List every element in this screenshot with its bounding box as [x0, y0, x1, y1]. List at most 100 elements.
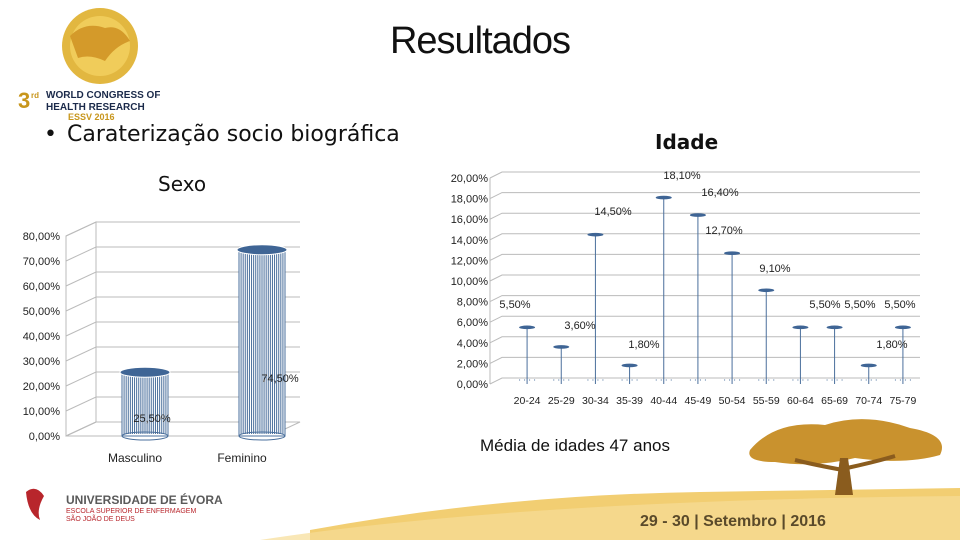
idade-bar	[519, 325, 536, 384]
sexo-gridline	[65, 421, 300, 437]
idade-gridline	[489, 295, 920, 303]
sexo-gridline	[65, 246, 300, 262]
sexo-chart: 0,00% 10,00% 20,00% 30,00% 40,00% 50,00% 60,00…	[23, 221, 301, 465]
idade-bar	[826, 325, 843, 384]
idade-bar	[724, 251, 741, 384]
sexo-data-label: 25,50%	[133, 413, 171, 425]
idade-gridline	[489, 336, 920, 344]
university-name: UNIVERSIDADE DE ÉVORA	[66, 492, 223, 507]
idade-ytick-label: 0,00%	[457, 379, 488, 391]
idade-category-label: 65-69	[821, 395, 848, 407]
idade-data-label: 5,50%	[809, 299, 840, 311]
idade-bar	[621, 363, 638, 384]
bullet-text: Caraterização socio biográfica	[66, 122, 400, 147]
idade-bar	[689, 213, 706, 384]
idade-category-label: 60-64	[787, 395, 814, 407]
sexo-ytick-label: 50,00%	[23, 306, 61, 318]
university-school-sub: SÃO JOÃO DE DEUS	[66, 514, 135, 523]
idade-data-label: 3,60%	[564, 320, 595, 332]
university-logo-icon	[26, 488, 44, 520]
idade-category-label: 55-59	[753, 395, 780, 407]
idade-gridline	[489, 212, 920, 220]
bullet-item: • Caraterização socio biográfica	[44, 122, 400, 147]
footer: 29 - 30 | Setembro | 2016 UNIVERSIDADE D…	[26, 488, 960, 540]
idade-gridline	[489, 356, 920, 364]
idade-ytick-label: 10,00%	[451, 276, 489, 288]
sexo-gridline	[65, 321, 300, 337]
idade-data-label: 14,50%	[594, 206, 632, 218]
idade-data-label: 5,50%	[884, 299, 915, 311]
average-age-text: Média de idades 47 anos	[480, 436, 670, 455]
idade-data-label: 9,10%	[759, 263, 790, 275]
idade-data-label: 5,50%	[844, 299, 875, 311]
idade-bar	[894, 325, 911, 384]
idade-ytick-label: 6,00%	[457, 317, 488, 329]
sexo-ytick-label: 80,00%	[23, 231, 61, 243]
idade-category-label: 30-34	[582, 395, 609, 407]
idade-category-label: 35-39	[616, 395, 643, 407]
sexo-gridline	[65, 371, 300, 387]
idade-data-label: 5,50%	[499, 299, 530, 311]
tree-icon	[749, 419, 942, 495]
sexo-data-label: 74,50%	[261, 373, 299, 385]
idade-bar	[792, 325, 809, 384]
congress-line4: HEALTH RESEARCH	[46, 102, 145, 113]
sexo-ytick-label: 70,00%	[23, 256, 61, 268]
idade-bar	[553, 345, 570, 384]
idade-ytick-label: 14,00%	[451, 235, 489, 247]
idade-chart-title: Idade	[655, 130, 719, 154]
idade-ytick-label: 2,00%	[457, 358, 488, 370]
idade-bar	[655, 195, 672, 384]
idade-ytick-label: 12,00%	[451, 255, 489, 267]
idade-category-label: 70-74	[855, 395, 882, 407]
sexo-chart-title: Sexo	[158, 172, 207, 196]
slide-title: Resultados	[389, 20, 571, 62]
idade-category-label: 20-24	[514, 395, 541, 407]
sexo-gridline	[65, 396, 300, 412]
idade-category-label: 50-54	[719, 395, 746, 407]
idade-gridline	[489, 192, 920, 200]
idade-category-label: 25-29	[548, 395, 575, 407]
idade-gridline	[489, 253, 920, 261]
bullet-dot: •	[44, 122, 57, 147]
footer-date: 29 - 30 | Setembro | 2016	[640, 513, 826, 530]
sexo-gridline	[65, 271, 300, 287]
idade-data-label: 1,80%	[628, 339, 659, 351]
idade-ytick-label: 8,00%	[457, 297, 488, 309]
idade-gridline	[489, 377, 920, 385]
idade-gridline	[489, 315, 920, 323]
idade-data-label: 18,10%	[663, 170, 701, 182]
sexo-category-label: Feminino	[217, 451, 267, 465]
idade-gridline	[489, 274, 920, 282]
idade-bar	[860, 363, 877, 384]
congress-line3: WORLD CONGRESS OF	[46, 90, 160, 101]
sexo-ytick-label: 40,00%	[23, 331, 61, 343]
sexo-ytick-label: 0,00%	[29, 431, 60, 443]
idade-category-label: 75-79	[889, 395, 916, 407]
sexo-ytick-label: 10,00%	[23, 406, 61, 418]
idade-category-label: 40-44	[650, 395, 677, 407]
idade-bar	[758, 288, 775, 384]
idade-gridline	[489, 171, 920, 179]
sexo-gridline	[65, 346, 300, 362]
idade-category-label: 45-49	[684, 395, 711, 407]
idade-ytick-label: 4,00%	[457, 338, 488, 350]
sexo-bar	[119, 366, 171, 441]
idade-data-label: 16,40%	[701, 187, 739, 199]
idade-ytick-label: 18,00%	[451, 194, 489, 206]
sexo-ytick-label: 60,00%	[23, 281, 61, 293]
idade-chart: 0,00% 2,00% 4,00% 6,00% 8,00% 10,00% 12,00% 14,…	[451, 170, 920, 407]
sexo-bar	[236, 244, 288, 441]
idade-ytick-label: 20,00%	[451, 173, 489, 185]
sexo-gridline	[65, 296, 300, 312]
congress-suffix: rd	[31, 91, 39, 100]
idade-ytick-label: 16,00%	[451, 214, 489, 226]
congress-line5: ESSV 2016	[68, 112, 115, 121]
congress-number: 3	[18, 88, 30, 113]
idade-data-label: 1,80%	[876, 339, 907, 351]
idade-data-label: 12,70%	[705, 225, 743, 237]
idade-bar	[587, 232, 604, 384]
sexo-ytick-label: 20,00%	[23, 381, 61, 393]
university-school: ESCOLA SUPERIOR DE ENFERMAGEM	[66, 508, 196, 515]
congress-logo: 3 rd WORLD CONGRESS OF HEALTH RESEARCH E…	[18, 8, 160, 121]
